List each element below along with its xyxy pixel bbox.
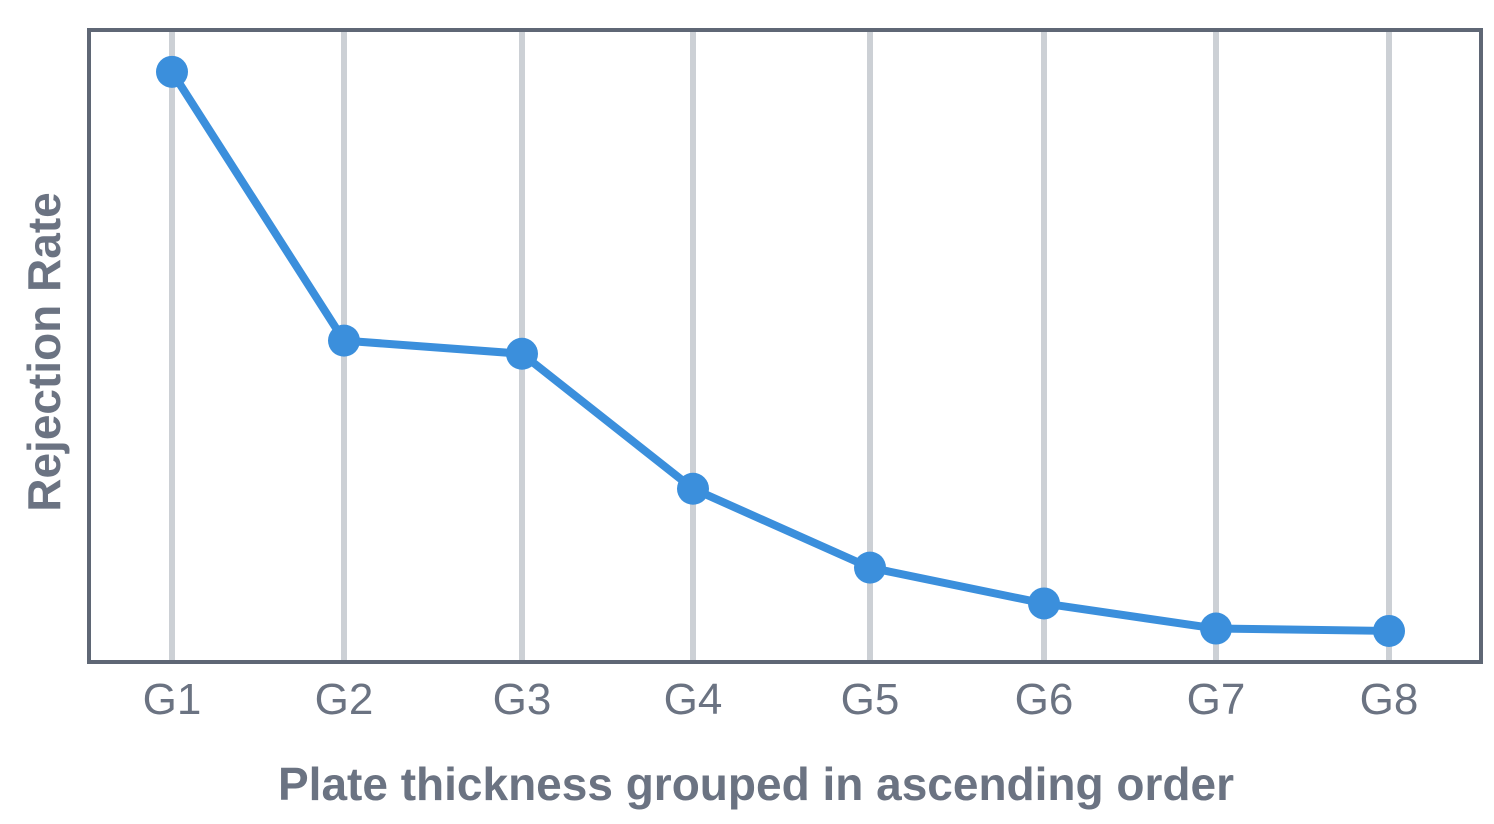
data-point-g3: [506, 337, 538, 370]
data-point-g1: [156, 55, 188, 88]
x-tick-label-g8: G8: [1360, 675, 1419, 724]
series-line: [168, 67, 1393, 635]
x-axis-tick-labels: G1 G2 G3 G4 G5 G6 G7 G8: [143, 675, 1419, 724]
data-point-markers: [156, 55, 1405, 647]
x-tick-label-g3: G3: [493, 675, 552, 724]
data-point-g5: [854, 551, 886, 584]
x-axis-title: Plate thickness grouped in ascending ord…: [278, 758, 1234, 810]
data-point-g8: [1373, 614, 1405, 647]
series-line-group: [168, 67, 1393, 635]
data-point-g2: [328, 324, 360, 357]
data-point-g4: [677, 472, 709, 505]
data-point-g7: [1200, 612, 1232, 645]
plot-area-frame: [87, 28, 1483, 664]
x-tick-label-g1: G1: [143, 675, 202, 724]
x-tick-label-g2: G2: [315, 675, 374, 724]
x-tick-label-g7: G7: [1187, 675, 1246, 724]
data-point-g6: [1028, 587, 1060, 620]
x-tick-label-g6: G6: [1015, 675, 1074, 724]
y-axis-title: Rejection Rate: [18, 192, 70, 512]
x-tick-label-g5: G5: [841, 675, 900, 724]
x-tick-label-g4: G4: [664, 675, 723, 724]
